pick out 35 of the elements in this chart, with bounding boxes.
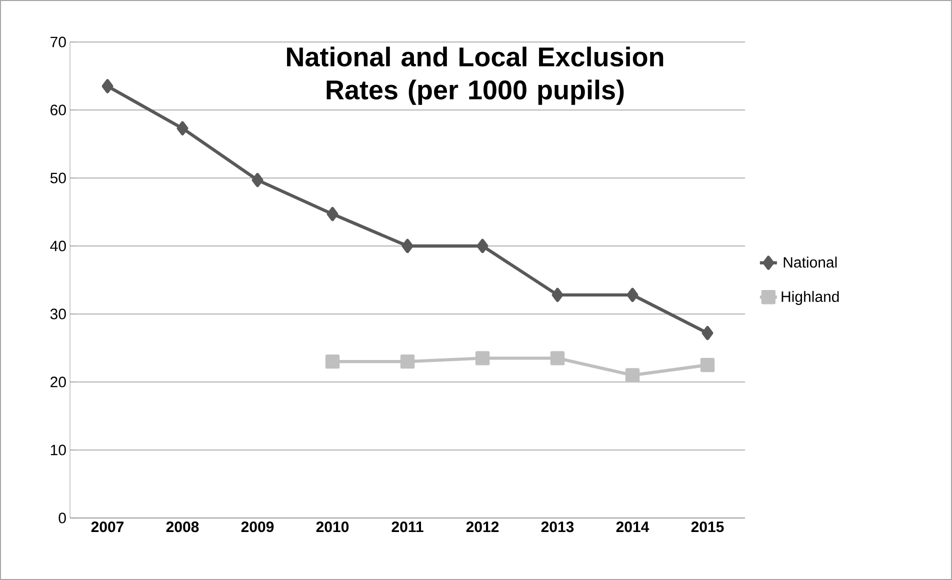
point [176,121,188,136]
point [400,354,415,369]
point [402,238,414,254]
point [626,288,638,302]
y-tick-label: 0 [58,512,66,524]
y-tick-label: 10 [50,444,66,456]
y-tick-label: 60 [50,104,66,116]
x-tick-label: 2010 [316,522,349,532]
text: National and Local Exclusion Rates (per 1000 pupils) [287,46,664,105]
x-tick-label: 2015 [691,522,724,532]
y-tick-label: 50 [50,172,66,184]
point [325,354,340,369]
point [625,368,640,382]
x-tick-label: 2008 [166,522,199,532]
y-tick-label: 40 [50,240,66,252]
x-tick-label: 2014 [616,522,650,532]
point [550,351,565,366]
x-tick-label: 2007 [91,522,124,532]
legend-label: National [784,256,837,268]
point [552,288,564,302]
legend-label: Highland [782,290,839,305]
point [326,206,338,222]
point [252,172,264,188]
point [475,351,490,366]
point [476,238,488,254]
point [700,358,715,372]
x-tick-label: 2009 [241,522,274,532]
point [102,79,114,94]
y-tick-label: 20 [50,376,66,388]
x-tick-label: 2012 [466,522,499,532]
y-tick-label: 30 [50,308,66,320]
x-tick-label: 2011 [392,522,424,532]
x-tick-label: 2013 [541,522,574,532]
point [702,326,714,340]
y-tick-label: 70 [50,36,66,48]
